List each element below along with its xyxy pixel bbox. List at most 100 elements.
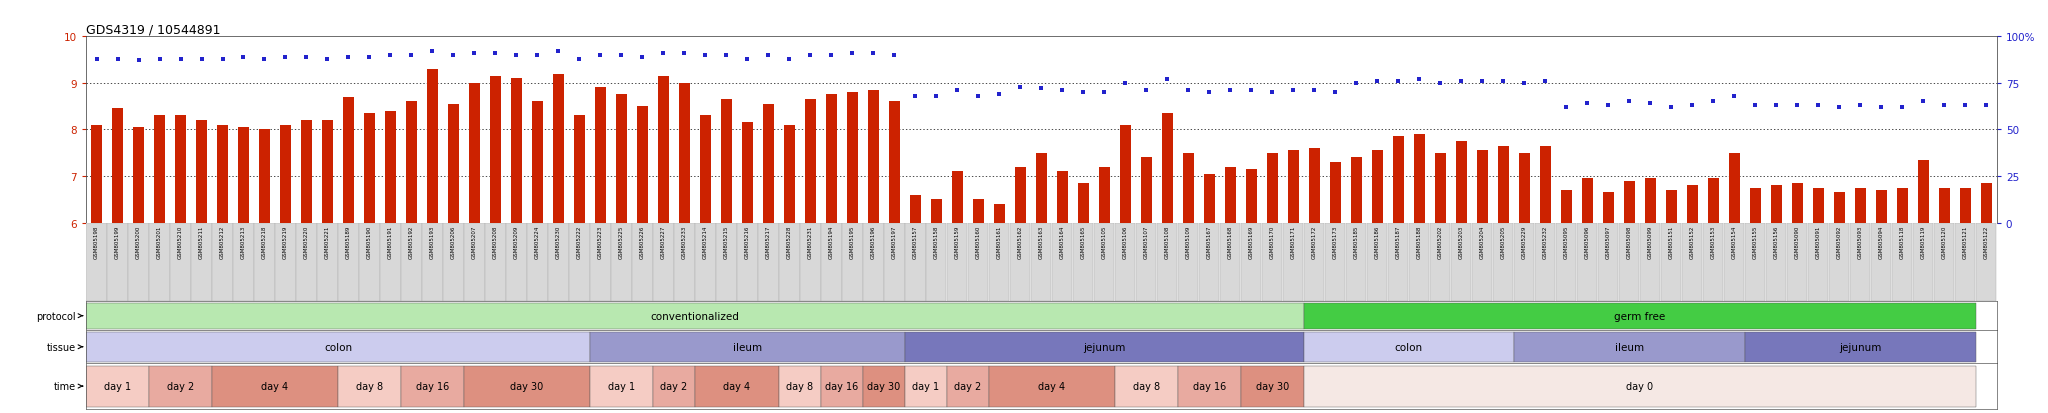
Text: GSM805188: GSM805188 — [1417, 225, 1421, 259]
Bar — [1452, 223, 1470, 301]
Text: day 4: day 4 — [262, 381, 289, 391]
Bar — [1266, 153, 1278, 223]
Bar — [1057, 172, 1069, 223]
Point — [1927, 102, 1960, 109]
Text: colon: colon — [324, 342, 352, 352]
Bar — [1849, 223, 1870, 301]
Bar — [889, 102, 901, 223]
Bar — [1305, 223, 1325, 301]
Point — [856, 50, 889, 57]
Point — [207, 56, 240, 63]
Bar — [401, 223, 422, 301]
Bar — [1645, 179, 1657, 223]
Bar — [674, 223, 694, 301]
Point — [1171, 88, 1204, 95]
Bar — [801, 223, 821, 301]
Text: germ free: germ free — [1614, 311, 1665, 321]
Point — [1466, 78, 1499, 85]
Text: GSM805220: GSM805220 — [303, 225, 309, 259]
Text: GSM805209: GSM805209 — [514, 225, 518, 259]
Text: GSM805090: GSM805090 — [1794, 225, 1800, 259]
Point — [940, 88, 973, 95]
Bar — [86, 332, 590, 362]
Point — [584, 52, 616, 59]
Text: GSM805190: GSM805190 — [367, 225, 373, 259]
Bar — [1245, 170, 1257, 223]
Point — [1550, 104, 1583, 111]
Bar — [1792, 183, 1802, 223]
Bar — [778, 366, 821, 406]
Bar — [342, 97, 354, 223]
Bar — [905, 366, 946, 406]
Bar — [1073, 223, 1094, 301]
Point — [1866, 104, 1898, 111]
Bar — [948, 223, 967, 301]
Bar — [401, 366, 465, 406]
Text: GSM805226: GSM805226 — [639, 225, 645, 259]
Bar — [1413, 135, 1425, 223]
Text: GSM805202: GSM805202 — [1438, 225, 1444, 259]
Bar — [1604, 193, 1614, 223]
Bar — [696, 223, 715, 301]
Bar — [989, 366, 1114, 406]
Point — [1403, 77, 1436, 83]
Bar — [825, 95, 838, 223]
Text: day 16: day 16 — [1192, 381, 1227, 391]
Bar — [1368, 223, 1386, 301]
Point — [543, 49, 575, 55]
Bar — [1434, 153, 1446, 223]
Bar — [1053, 223, 1073, 301]
Text: GSM805158: GSM805158 — [934, 225, 938, 259]
Bar — [1032, 223, 1051, 301]
Bar — [1896, 188, 1909, 223]
Bar — [465, 366, 590, 406]
Bar — [868, 90, 879, 223]
Bar — [385, 112, 395, 223]
Bar — [1430, 223, 1450, 301]
Point — [1843, 102, 1876, 109]
Bar — [1597, 223, 1618, 301]
Bar — [1305, 332, 1513, 362]
Bar — [281, 126, 291, 223]
Bar — [594, 88, 606, 223]
Bar — [238, 128, 250, 223]
Text: GSM805159: GSM805159 — [954, 225, 961, 259]
Point — [563, 56, 596, 63]
Text: GSM805092: GSM805092 — [1837, 225, 1841, 259]
Text: day 1: day 1 — [104, 381, 131, 391]
Text: day 4: day 4 — [1038, 381, 1065, 391]
Point — [836, 50, 868, 57]
Point — [1634, 101, 1667, 107]
Bar — [821, 366, 862, 406]
Point — [1907, 99, 1939, 105]
Text: day 30: day 30 — [1255, 381, 1288, 391]
Bar — [1788, 223, 1808, 301]
Bar — [653, 366, 694, 406]
Text: GSM805231: GSM805231 — [807, 225, 813, 259]
Point — [395, 52, 428, 59]
Bar — [1939, 188, 1950, 223]
Text: GSM805195: GSM805195 — [850, 225, 854, 259]
Bar — [274, 223, 295, 301]
Bar — [989, 223, 1010, 301]
Text: GSM805186: GSM805186 — [1374, 225, 1380, 259]
Point — [963, 93, 995, 100]
Bar — [1036, 153, 1047, 223]
Bar — [1960, 188, 1970, 223]
Text: GSM805199: GSM805199 — [115, 225, 121, 259]
Text: protocol: protocol — [37, 311, 76, 321]
Text: day 8: day 8 — [1133, 381, 1159, 391]
Text: GSM805191: GSM805191 — [387, 225, 393, 259]
Point — [795, 52, 827, 59]
Point — [815, 52, 848, 59]
Text: GSM805217: GSM805217 — [766, 225, 770, 259]
Bar — [590, 366, 653, 406]
Bar — [1772, 186, 1782, 223]
Bar — [1161, 114, 1174, 223]
Point — [1759, 102, 1792, 109]
Text: day 30: day 30 — [866, 381, 901, 391]
Bar — [1473, 223, 1493, 301]
Text: day 1: day 1 — [911, 381, 940, 391]
Bar — [694, 366, 778, 406]
Bar — [1640, 223, 1661, 301]
